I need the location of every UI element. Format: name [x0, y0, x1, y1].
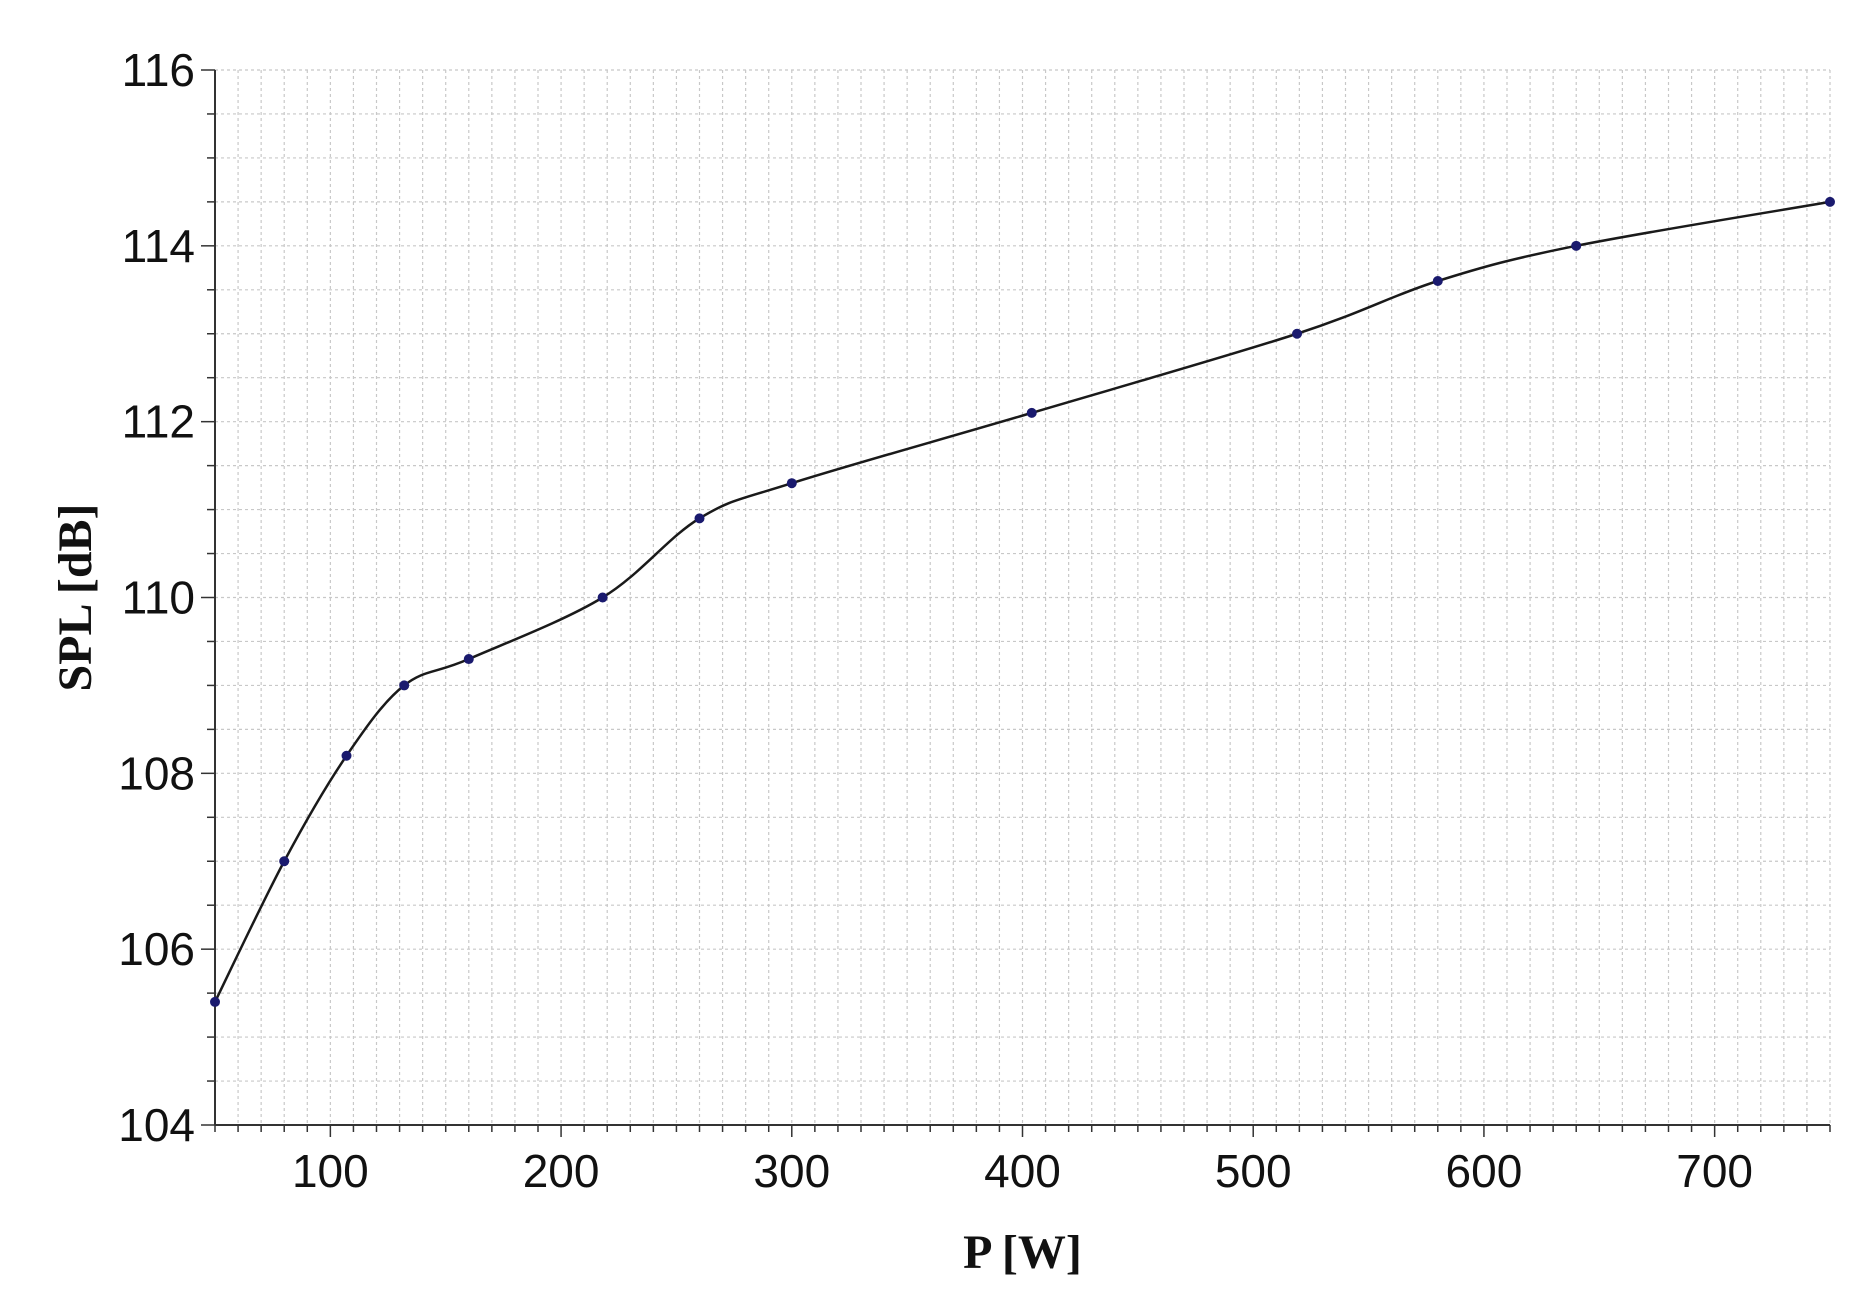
tick-marks	[201, 69, 1831, 1137]
x-tick-label: 500	[1215, 1145, 1292, 1197]
x-tick-label: 200	[523, 1145, 600, 1197]
y-axis-title: SPL [dB]	[49, 503, 102, 691]
y-tick-label: 112	[122, 396, 195, 448]
x-tick-label: 100	[292, 1145, 369, 1197]
data-point	[341, 750, 352, 761]
data-point	[279, 856, 290, 867]
data-point	[786, 478, 797, 489]
x-tick-label: 300	[753, 1145, 830, 1197]
y-tick-label: 106	[118, 923, 195, 975]
minor-grid	[214, 69, 1831, 1126]
x-tick-labels: 100 200 300 400 500 600 700	[292, 1145, 1753, 1197]
y-tick-label: 110	[122, 572, 195, 624]
data-point	[597, 592, 608, 603]
data-point	[463, 654, 474, 665]
y-tick-label: 108	[118, 747, 195, 799]
data-point	[1571, 240, 1582, 251]
data-point	[210, 996, 220, 1007]
x-axis-title: P [W]	[963, 1226, 1082, 1279]
data-point	[1825, 196, 1835, 207]
x-tick-label: 700	[1676, 1145, 1753, 1197]
x-tick-label: 400	[984, 1145, 1061, 1197]
y-tick-label: 116	[122, 44, 195, 96]
y-tick-label: 104	[118, 1099, 195, 1151]
x-tick-label: 600	[1446, 1145, 1523, 1197]
y-tick-label: 114	[122, 220, 195, 272]
data-point	[1432, 276, 1443, 286]
y-tick-labels: 104 106 108 110 112 114 116	[118, 44, 195, 1151]
series-group	[210, 196, 1835, 1007]
data-point	[694, 513, 705, 524]
data-point	[1026, 407, 1037, 418]
data-point	[399, 680, 410, 691]
data-point	[1292, 328, 1303, 339]
